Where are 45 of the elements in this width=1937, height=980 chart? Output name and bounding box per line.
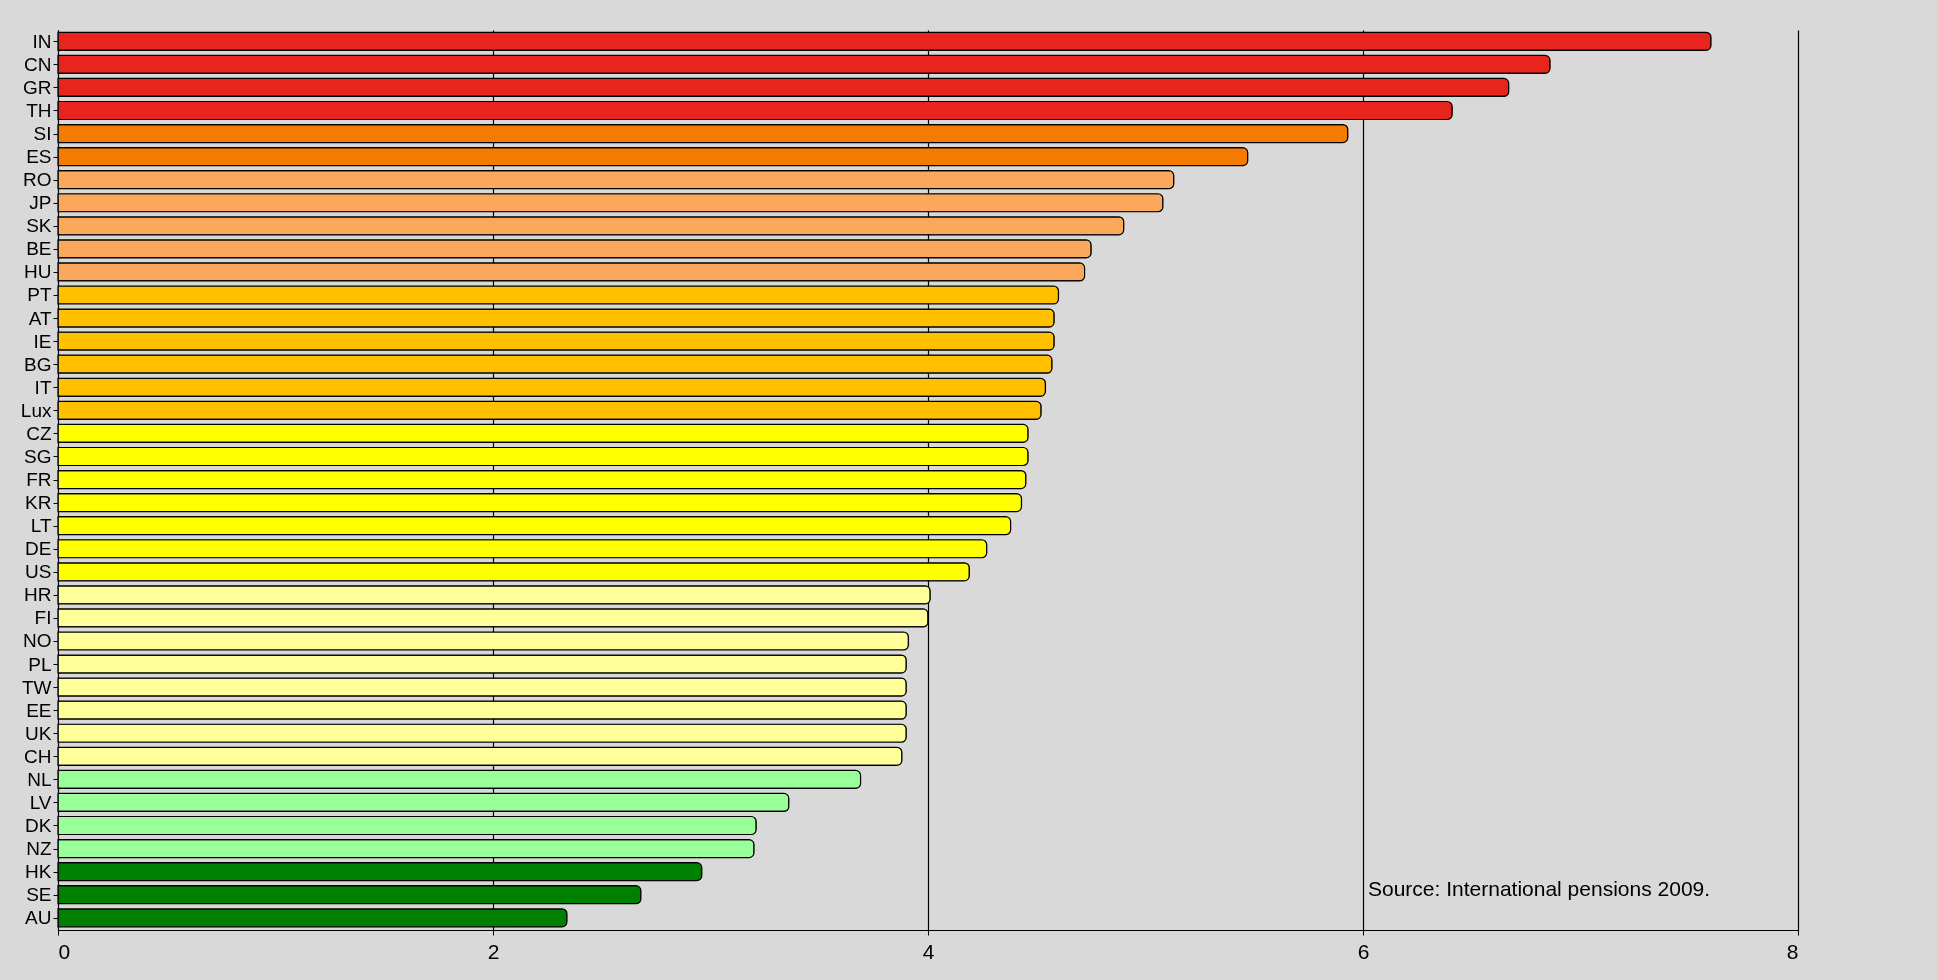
y-tick-label: IN <box>32 30 52 52</box>
x-tick-label: 2 <box>487 939 500 963</box>
y-tick-label: KR <box>25 492 52 514</box>
y-tick-label: FI <box>34 607 52 629</box>
y-tick-label: CN <box>24 53 52 75</box>
y-tick-label: CZ <box>26 422 52 444</box>
y-tick-label: DK <box>25 814 52 836</box>
y-tick-label: IT <box>34 376 52 398</box>
y-tick-label: ES <box>26 146 52 168</box>
y-tick-label: HK <box>25 861 52 883</box>
y-tick-label: HR <box>24 584 52 606</box>
y-tick-label: TW <box>21 676 52 698</box>
x-tick-label: 6 <box>1357 939 1370 963</box>
y-tick-label: PT <box>27 284 52 306</box>
y-tick-label: SI <box>33 123 52 145</box>
y-tick-label: BG <box>24 353 52 375</box>
y-tick-label: EE <box>26 699 52 721</box>
y-tick-label: US <box>25 561 52 583</box>
y-tick-label: PL <box>28 653 52 675</box>
y-tick-label: BE <box>26 238 52 260</box>
y-tick-label: TH <box>26 99 52 121</box>
annotation: Source: International pensions 2009. <box>1368 877 1711 900</box>
y-tick-label: CH <box>24 745 52 767</box>
x-tick-label: 4 <box>922 939 935 963</box>
y-tick-label: IE <box>33 330 52 352</box>
y-tick-label: SK <box>26 215 52 237</box>
y-tick-label: Lux <box>20 399 52 421</box>
x-tick-label: 8 <box>1786 939 1799 963</box>
y-tick-label: NZ <box>26 838 52 860</box>
x-tick-label: 0 <box>58 939 71 963</box>
y-tick-label: NL <box>27 768 52 790</box>
y-tick-label: UK <box>25 722 52 744</box>
y-tick-label: DE <box>25 538 52 560</box>
y-tick-label: NO <box>23 630 52 652</box>
y-tick-label: FR <box>26 469 52 490</box>
y-tick-label: LT <box>30 515 52 537</box>
y-tick-label: SG <box>24 445 52 467</box>
y-tick-label: AU <box>25 907 52 929</box>
y-tick-label: AT <box>28 307 52 329</box>
y-tick-label: GR <box>23 76 52 98</box>
y-tick-label: JP <box>29 192 52 214</box>
y-tick-label: RO <box>23 169 52 191</box>
y-tick-label: LV <box>29 791 52 813</box>
y-tick-label: SE <box>26 884 52 906</box>
y-tick-label: HU <box>24 261 52 283</box>
